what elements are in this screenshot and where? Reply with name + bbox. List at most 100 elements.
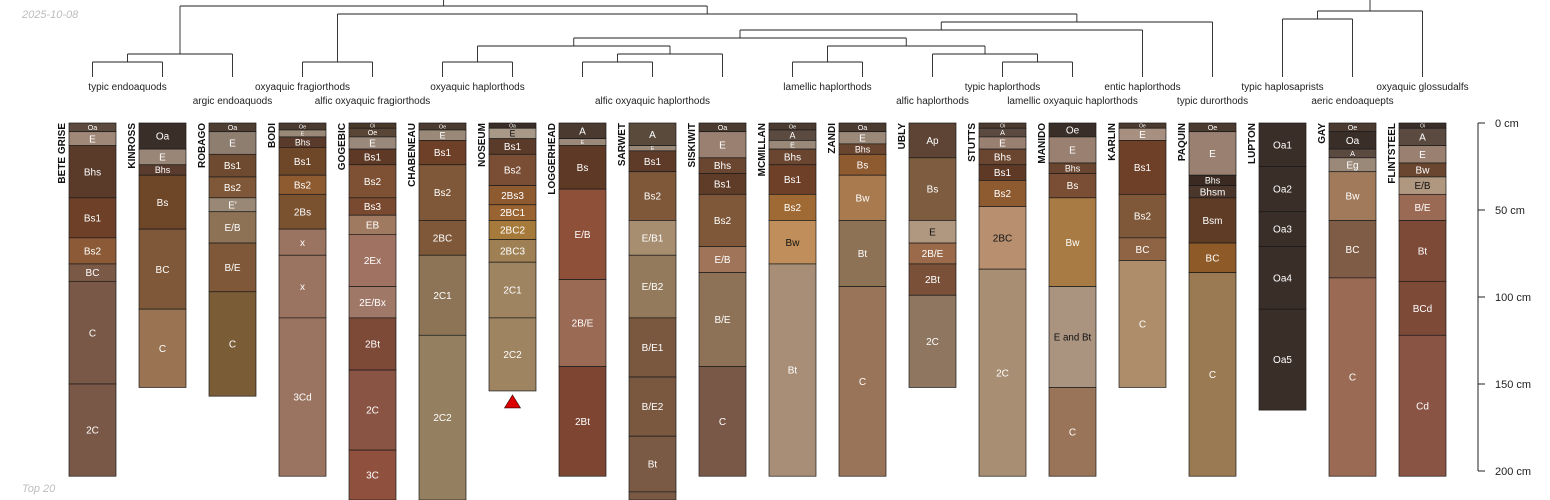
horizon-Bw: [768, 220, 817, 265]
horizon-Bs2: [68, 237, 117, 265]
horizon-2C: [908, 294, 957, 388]
profile-name: GOGEBIC: [337, 123, 348, 170]
horizon-C: [838, 286, 887, 477]
horizon-label: 2C: [926, 337, 939, 348]
horizon-label: E: [1069, 146, 1076, 157]
horizon-label: Bw: [1416, 166, 1431, 177]
horizon-label: Bs1: [714, 180, 732, 191]
horizon-label: Bs1: [644, 157, 662, 168]
horizon-label: E/B: [574, 230, 590, 241]
horizon-label: 2B/E: [572, 319, 594, 330]
horizon-label: Bt: [858, 249, 868, 260]
horizon-label: Oa: [1346, 136, 1360, 147]
depth-tick-label: 200 cm: [1495, 466, 1531, 478]
horizon-2C2: [418, 334, 467, 500]
horizon-E/B1: [628, 220, 677, 256]
horizon-label: 2C1: [433, 291, 452, 302]
horizon-label: Bs1: [84, 213, 102, 224]
horizon-label: E: [929, 227, 936, 238]
horizon-label: Eg: [1346, 160, 1358, 171]
horizon-label: 2C: [366, 406, 379, 417]
taxonomy-labels: typic endoaquods argic endoaquods oxyaquic…: [88, 82, 1468, 107]
horizon-label: BC: [1346, 245, 1360, 256]
horizon-label: A: [1419, 133, 1426, 144]
taxon-label: typic endoaquods: [88, 82, 166, 93]
horizon-label: Bhs: [855, 144, 871, 154]
horizon-label: Oa: [88, 123, 98, 132]
horizon-2BC: [418, 220, 467, 256]
horizon-Oa2: [1258, 166, 1307, 213]
horizon-label: E: [301, 131, 305, 137]
horizon-label: Oe: [439, 124, 446, 130]
horizon-label: 2Bs: [294, 207, 311, 218]
horizon-label: Oe: [299, 124, 306, 130]
horizon-label: B/E: [224, 263, 240, 274]
horizon-label: Bhs: [994, 153, 1011, 164]
horizon-label: 2C: [86, 426, 99, 437]
horizon-label: 3C: [366, 471, 379, 482]
horizon-label: Bs3: [364, 202, 382, 213]
profile-name: ROBAGO: [197, 123, 208, 168]
horizon-label: E': [228, 200, 237, 211]
taxon-label: typic durorthods: [1177, 96, 1248, 107]
horizon-label: 2Bt: [925, 275, 940, 286]
horizon-label: Oa: [509, 123, 516, 129]
horizon-label: 2BC1: [500, 208, 525, 219]
profile-name: STUTTS: [967, 123, 978, 162]
horizon-Bw: [1328, 171, 1377, 221]
horizon-Bs1: [768, 164, 817, 195]
horizon-label: 2BC2: [500, 226, 525, 237]
horizon-C: [1188, 272, 1237, 477]
taxon-label: argic endoaquods: [193, 96, 273, 107]
horizon-Bs1: [68, 197, 117, 239]
horizon-label: E: [859, 133, 866, 144]
horizon-label: Bhs: [84, 167, 101, 178]
horizon-label: BC: [156, 265, 170, 276]
taxon-label: lamellic oxyaquic haplorthods: [1007, 96, 1138, 107]
profile-name: BODI: [267, 123, 278, 148]
horizon-Bs: [138, 174, 187, 230]
horizon-label: C: [229, 340, 236, 351]
horizon-label: BC: [1136, 245, 1150, 256]
horizon-label: 2C2: [433, 413, 452, 424]
horizon-label: Bs1: [294, 157, 312, 168]
taxon-label: alfic oxyaquic fragiorthods: [315, 96, 431, 107]
horizon-label: E: [89, 134, 96, 145]
horizon-label: Oa4: [1273, 273, 1292, 284]
horizon-label: Bs2: [224, 183, 242, 194]
horizon-Oa5: [1258, 308, 1307, 411]
horizon-label: 2BC: [433, 233, 452, 244]
horizon-Oa4: [1258, 246, 1307, 310]
horizon-Bw: [838, 174, 887, 221]
horizon-label: Bs1: [364, 153, 382, 164]
profile-name: KARLIN: [1107, 123, 1118, 161]
dendrogram: [92, 0, 1423, 77]
horizon-Bs: [908, 157, 957, 221]
horizon-label: Oe: [1066, 126, 1080, 137]
profile-name: KINROSS: [127, 123, 138, 169]
horizon-C: [138, 308, 187, 388]
horizon-label: Oi: [1420, 123, 1425, 129]
horizon-label: Bt: [1418, 246, 1428, 257]
horizon-B/E1: [628, 317, 677, 378]
horizon-Oa: [138, 122, 187, 150]
horizon-label: Oe: [1208, 123, 1218, 132]
horizon-label: Bs2: [504, 166, 522, 177]
horizon-label: A: [1000, 128, 1005, 137]
horizon-label: B/E2: [642, 402, 664, 413]
horizon-2C: [978, 268, 1027, 477]
horizon-Bs: [558, 145, 607, 190]
horizon-E: [1188, 131, 1237, 176]
horizon-label: EB: [366, 220, 380, 231]
horizon-label: Ap: [926, 136, 939, 147]
profile-name: NOSEUM: [477, 123, 488, 167]
horizon-x: [278, 228, 327, 256]
horizon-2C: [348, 369, 397, 451]
horizon-label: E: [369, 139, 376, 150]
horizon-label: B/E1: [642, 343, 664, 354]
horizon-E/B: [558, 188, 607, 280]
horizon-C: [1328, 277, 1377, 477]
horizon-BCd: [1398, 280, 1447, 336]
horizon-label: E: [1419, 150, 1426, 161]
